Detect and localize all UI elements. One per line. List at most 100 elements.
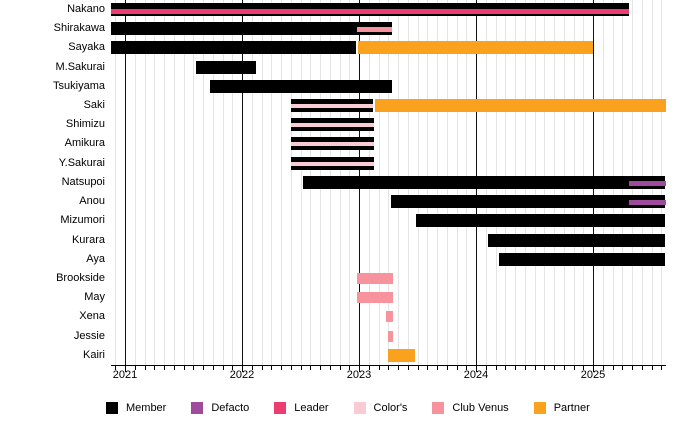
legend-label: Partner — [553, 402, 590, 414]
legend-label: Member — [126, 402, 167, 414]
bar-segment-club_venus — [356, 272, 393, 284]
month-gridline — [281, 0, 282, 365]
month-tick — [339, 366, 341, 370]
year-tick — [593, 366, 594, 372]
month-tick — [349, 366, 351, 370]
year-tick — [476, 366, 477, 372]
x-tick-label: 2024 — [463, 369, 489, 381]
month-tick — [641, 366, 643, 370]
month-gridline — [164, 0, 165, 365]
row-label: Sayaka — [68, 41, 105, 54]
month-tick — [251, 366, 253, 370]
month-gridline — [203, 0, 204, 365]
month-gridline — [261, 0, 263, 365]
month-tick — [407, 366, 409, 370]
month-tick — [164, 366, 165, 370]
month-tick — [115, 366, 117, 370]
month-tick — [134, 366, 136, 370]
month-tick — [573, 366, 575, 370]
month-gridline — [212, 0, 214, 365]
bar-segment-member — [111, 41, 356, 55]
month-gridline — [115, 0, 117, 365]
bar-segment-member — [111, 22, 392, 36]
bar-segment-colors — [291, 104, 373, 109]
legend-label: Club Venus — [452, 402, 509, 414]
bar-segment-leader — [111, 9, 630, 14]
month-tick — [388, 366, 390, 370]
month-gridline — [134, 0, 136, 365]
bar-segment-partner — [388, 348, 416, 362]
legend-swatch-member — [106, 402, 118, 414]
month-tick — [495, 366, 497, 370]
bar-segment-member — [210, 79, 392, 93]
month-tick — [193, 366, 195, 370]
month-tick — [271, 366, 273, 370]
legend-swatch-partner — [533, 402, 546, 414]
row-label: Mizumori — [60, 214, 105, 227]
legend: Member Defacto Leader Color's Club Venus Part… — [106, 402, 590, 414]
row-label: Xena — [79, 310, 105, 323]
month-tick — [417, 366, 419, 370]
legend-swatch-colors — [353, 402, 366, 414]
month-tick — [612, 366, 614, 370]
x-tick-label: 2022 — [229, 369, 255, 381]
bar-segment-partner — [357, 41, 593, 55]
month-tick — [661, 366, 663, 370]
month-tick — [544, 366, 546, 370]
month-tick — [515, 366, 516, 370]
month-tick — [456, 366, 458, 370]
month-tick — [554, 366, 555, 370]
x-tick-label: 2023 — [346, 369, 372, 381]
month-tick — [378, 366, 380, 370]
year-tick — [359, 366, 360, 372]
bar-segment-defacto — [629, 180, 666, 186]
row-label: Kurara — [71, 233, 105, 246]
legend-item: Leader — [274, 402, 329, 414]
month-tick — [632, 366, 633, 370]
legend-label: Defacto — [211, 402, 250, 414]
month-tick — [329, 366, 331, 370]
month-tick — [505, 366, 507, 370]
bar-segment-colors — [291, 123, 375, 128]
legend-item: Defacto — [191, 402, 249, 414]
bar-segment-colors — [291, 161, 375, 166]
bar-segment-member — [302, 175, 666, 189]
year-gridline — [242, 0, 243, 365]
month-tick — [583, 366, 585, 370]
month-tick — [427, 366, 429, 370]
row-label: Y.Sakurai — [58, 156, 105, 169]
bar-segment-member — [196, 60, 257, 74]
month-tick — [622, 366, 624, 370]
row-label: Shirakawa — [53, 22, 105, 35]
row-label: May — [84, 291, 105, 304]
bar-segment-member — [416, 214, 666, 228]
month-gridline — [144, 0, 146, 365]
legend-label: Leader — [294, 402, 329, 414]
month-tick — [437, 366, 438, 370]
month-gridline — [232, 0, 234, 365]
legend-item: Club Venus — [432, 402, 509, 414]
month-tick — [446, 366, 448, 370]
row-label: Shimizu — [65, 118, 105, 131]
legend-label: Color's — [373, 402, 408, 414]
legend-item: Partner — [533, 402, 590, 414]
row-label: Natsupoi — [61, 175, 105, 188]
month-tick — [232, 366, 234, 370]
bar-segment-club_venus — [385, 311, 393, 323]
row-label: Brookside — [56, 271, 105, 284]
bar-segment-club_venus — [356, 292, 393, 304]
month-gridline — [183, 0, 185, 365]
row-label: Tsukiyama — [53, 79, 105, 92]
month-gridline — [271, 0, 273, 365]
month-tick — [368, 366, 370, 370]
legend-swatch-defacto — [191, 402, 204, 414]
row-label: Nakano — [67, 3, 105, 15]
month-tick — [144, 366, 146, 370]
month-tick — [203, 366, 204, 370]
legend-swatch-club_venus — [432, 402, 445, 414]
month-gridline — [173, 0, 175, 365]
month-tick — [183, 366, 185, 370]
month-gridline — [222, 0, 224, 365]
month-tick — [281, 366, 282, 370]
